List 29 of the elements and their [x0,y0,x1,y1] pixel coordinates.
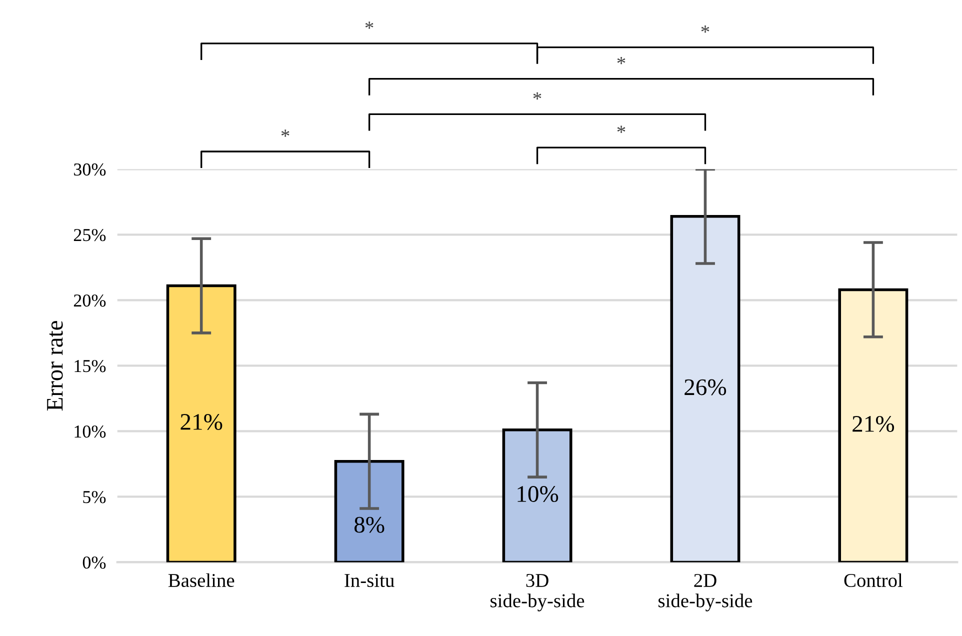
bar [166,284,236,562]
bar [502,428,572,562]
text: * [281,130,290,137]
x-tick-label: 2D side-by-side [658,574,752,612]
x-tick-label: 3D side-by-side [490,574,584,612]
y-tick-label: 25% [74,228,106,242]
y-tick-label: 0% [82,556,106,569]
bar [334,460,404,562]
data-label: 21% [180,414,222,430]
x-tick-label: Control [844,573,903,588]
text: * [617,56,626,64]
y-tick-label: 30% [74,163,106,176]
text: * [365,22,374,29]
text: * [533,92,542,100]
text: * [701,26,710,33]
data-label: 10% [518,486,558,502]
y-tick-label: 15% [74,360,106,372]
bar [838,288,908,562]
data-label: 8% [354,516,384,533]
x-tick-label: In-situ [344,574,394,588]
text: * [617,126,626,133]
data-label: 26% [684,379,726,396]
y-tick-label: 20% [74,294,106,307]
y-tick-label: 10% [74,425,106,438]
y-axis-title: Error rate [47,320,63,411]
y-tick-label: 5% [83,490,106,504]
data-label: 21% [852,416,894,432]
x-tick-label: Baseline [168,573,234,588]
bar [670,214,740,562]
